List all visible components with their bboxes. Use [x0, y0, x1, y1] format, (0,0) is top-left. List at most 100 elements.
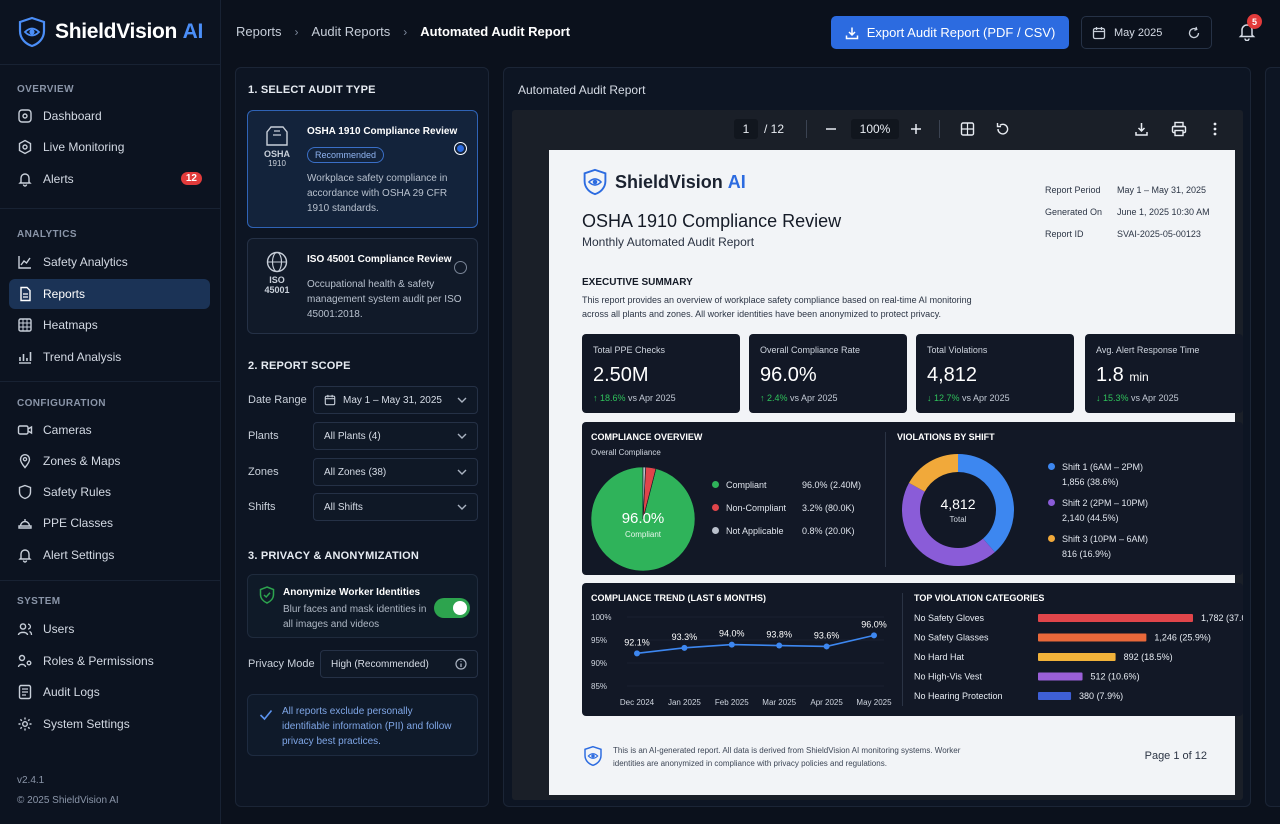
report-logo: ShieldVision AI [582, 168, 746, 196]
sidebar-item-heatmaps[interactable]: Heatmaps [9, 310, 210, 340]
sidebar-item-safety-rules[interactable]: Safety Rules [9, 477, 210, 507]
report-page: ShieldVision AI Report Period Generated … [549, 150, 1243, 795]
field-value: All Zones (38) [324, 466, 387, 478]
sidebar-item-label: Live Monitoring [43, 140, 125, 154]
field-label: Zones [248, 466, 279, 478]
refresh-icon[interactable] [1187, 26, 1201, 40]
report-title: OSHA 1910 Compliance Review [582, 211, 842, 231]
breadcrumb: Reports › Audit Reports › Automated Audi… [236, 24, 570, 39]
sidebar-item-label: Alert Settings [43, 548, 115, 562]
shield-eye-icon [583, 745, 603, 767]
section-privacy: 3. PRIVACY & ANONYMIZATION [248, 550, 420, 562]
sidebar-item-trend-analysis[interactable]: Trend Analysis [9, 342, 210, 372]
shield-check-icon [259, 586, 275, 604]
field-value: All Shifts [324, 501, 363, 513]
anonymize-toggle[interactable] [434, 598, 470, 618]
app-logo[interactable]: ShieldVision AI [17, 16, 203, 48]
shift-center-label: Total [949, 515, 967, 524]
print-icon[interactable] [1171, 121, 1187, 137]
chevron-down-icon [457, 504, 467, 510]
download-icon[interactable] [1134, 121, 1149, 137]
sidebar-item-label: Dashboard [43, 109, 102, 123]
document-icon [17, 286, 33, 302]
plants-row: Plants All Plants (4) [248, 422, 478, 450]
audit-type-radio[interactable] [454, 142, 467, 155]
fit-page-icon[interactable] [960, 121, 975, 137]
legend-swatch [1048, 463, 1055, 470]
bar [1038, 653, 1116, 661]
y-tick-label: 95% [591, 636, 607, 645]
shifts-select[interactable]: All Shifts [313, 493, 478, 521]
sidebar-item-reports[interactable]: Reports [9, 279, 210, 309]
bar-category-label: No Safety Gloves [914, 613, 985, 623]
zoom-level[interactable]: 100% [851, 119, 899, 139]
legend-value: 0.8% (20.0K) [802, 526, 855, 536]
divider [0, 580, 221, 581]
bar-category-label: No Hearing Protection [914, 691, 1003, 701]
sidebar-item-roles[interactable]: Roles & Permissions [9, 646, 210, 676]
field-label: Shifts [248, 501, 276, 513]
trend-data-label: 96.0% [861, 619, 887, 629]
divider [939, 120, 940, 138]
zoom-out-icon[interactable] [825, 121, 837, 137]
sidebar-item-users[interactable]: Users [9, 614, 210, 644]
bar-category-label: No Hard Hat [914, 652, 965, 662]
sidebar-item-audit-logs[interactable]: Audit Logs [9, 677, 210, 707]
recommended-badge: Recommended [307, 147, 385, 163]
y-tick-label: 85% [591, 682, 607, 691]
sidebar-item-label: Heatmaps [43, 318, 98, 332]
sidebar-item-label: Trend Analysis [43, 350, 122, 364]
hardhat-icon [17, 515, 33, 531]
sidebar-item-live-monitoring[interactable]: Live Monitoring [9, 132, 210, 162]
sidebar-item-label: Safety Rules [43, 485, 112, 499]
x-tick-label: Feb 2025 [715, 698, 749, 707]
bar [1038, 633, 1147, 642]
divider [885, 432, 886, 567]
audit-type-osha[interactable]: OSHA 1910 OSHA 1910 Compliance Review Re… [247, 110, 478, 228]
kpi-ppe-checks: Total PPE Checks 2.50M ↑ 18.6% vs Apr 20… [582, 334, 740, 413]
sidebar-item-cameras[interactable]: Cameras [9, 415, 210, 445]
sidebar-item-alert-settings[interactable]: Alert Settings [9, 540, 210, 570]
zones-select[interactable]: All Zones (38) [313, 458, 478, 486]
notifications-button[interactable]: 5 [1238, 14, 1262, 44]
gear-icon [17, 716, 33, 732]
plants-select[interactable]: All Plants (4) [313, 422, 478, 450]
period-selector[interactable]: May 2025 [1081, 16, 1212, 49]
breadcrumb-reports[interactable]: Reports [236, 24, 282, 39]
date-range-select[interactable]: May 1 – May 31, 2025 [313, 386, 478, 414]
rotate-icon[interactable] [995, 121, 1010, 137]
chevron-down-icon [457, 469, 467, 475]
more-vertical-icon[interactable] [1212, 121, 1218, 137]
legend-label: Shift 2 (2PM – 10PM) [1062, 498, 1149, 508]
divider [0, 381, 221, 382]
export-report-button[interactable]: Export Audit Report (PDF / CSV) [831, 16, 1069, 49]
zoom-in-icon[interactable] [910, 121, 922, 137]
audit-type-iso[interactable]: ISO 45001 ISO 45001 Compliance Review Oc… [247, 238, 478, 334]
sidebar-item-safety-analytics[interactable]: Safety Analytics [9, 247, 210, 277]
sidebar-item-dashboard[interactable]: Dashboard [9, 101, 210, 131]
collapsed-panel [1265, 67, 1280, 807]
breadcrumb-audit-reports[interactable]: Audit Reports [311, 24, 391, 39]
section-system: SYSTEM [17, 596, 61, 607]
sidebar-item-zones-maps[interactable]: Zones & Maps [9, 446, 210, 476]
audit-type-radio[interactable] [454, 261, 467, 274]
shield-icon [17, 484, 33, 500]
trend-data-label: 93.6% [814, 630, 840, 640]
privacy-note: All reports exclude personally identifia… [247, 694, 478, 756]
sidebar-item-alerts[interactable]: Alerts 12 [9, 164, 210, 194]
sidebar-item-label: Safety Analytics [43, 255, 128, 269]
privacy-mode-select[interactable]: High (Recommended) [320, 650, 478, 678]
field-value: High (Recommended) [331, 658, 429, 670]
calendar-icon [1092, 26, 1106, 40]
sidebar-item-system-settings[interactable]: System Settings [9, 709, 210, 739]
info-icon[interactable] [455, 658, 467, 670]
trend-point [634, 650, 640, 657]
shift-donut [902, 454, 1014, 566]
sidebar-item-label: PPE Classes [43, 516, 114, 530]
page-number-input[interactable]: 1 [734, 119, 758, 139]
report-subtitle: Monthly Automated Audit Report [582, 235, 755, 249]
report-page-number: Page 1 of 12 [1144, 750, 1207, 762]
sidebar-item-ppe-classes[interactable]: PPE Classes [9, 508, 210, 538]
chevron-down-icon [457, 433, 467, 439]
audit-type-title: OSHA 1910 Compliance Review [307, 126, 458, 137]
